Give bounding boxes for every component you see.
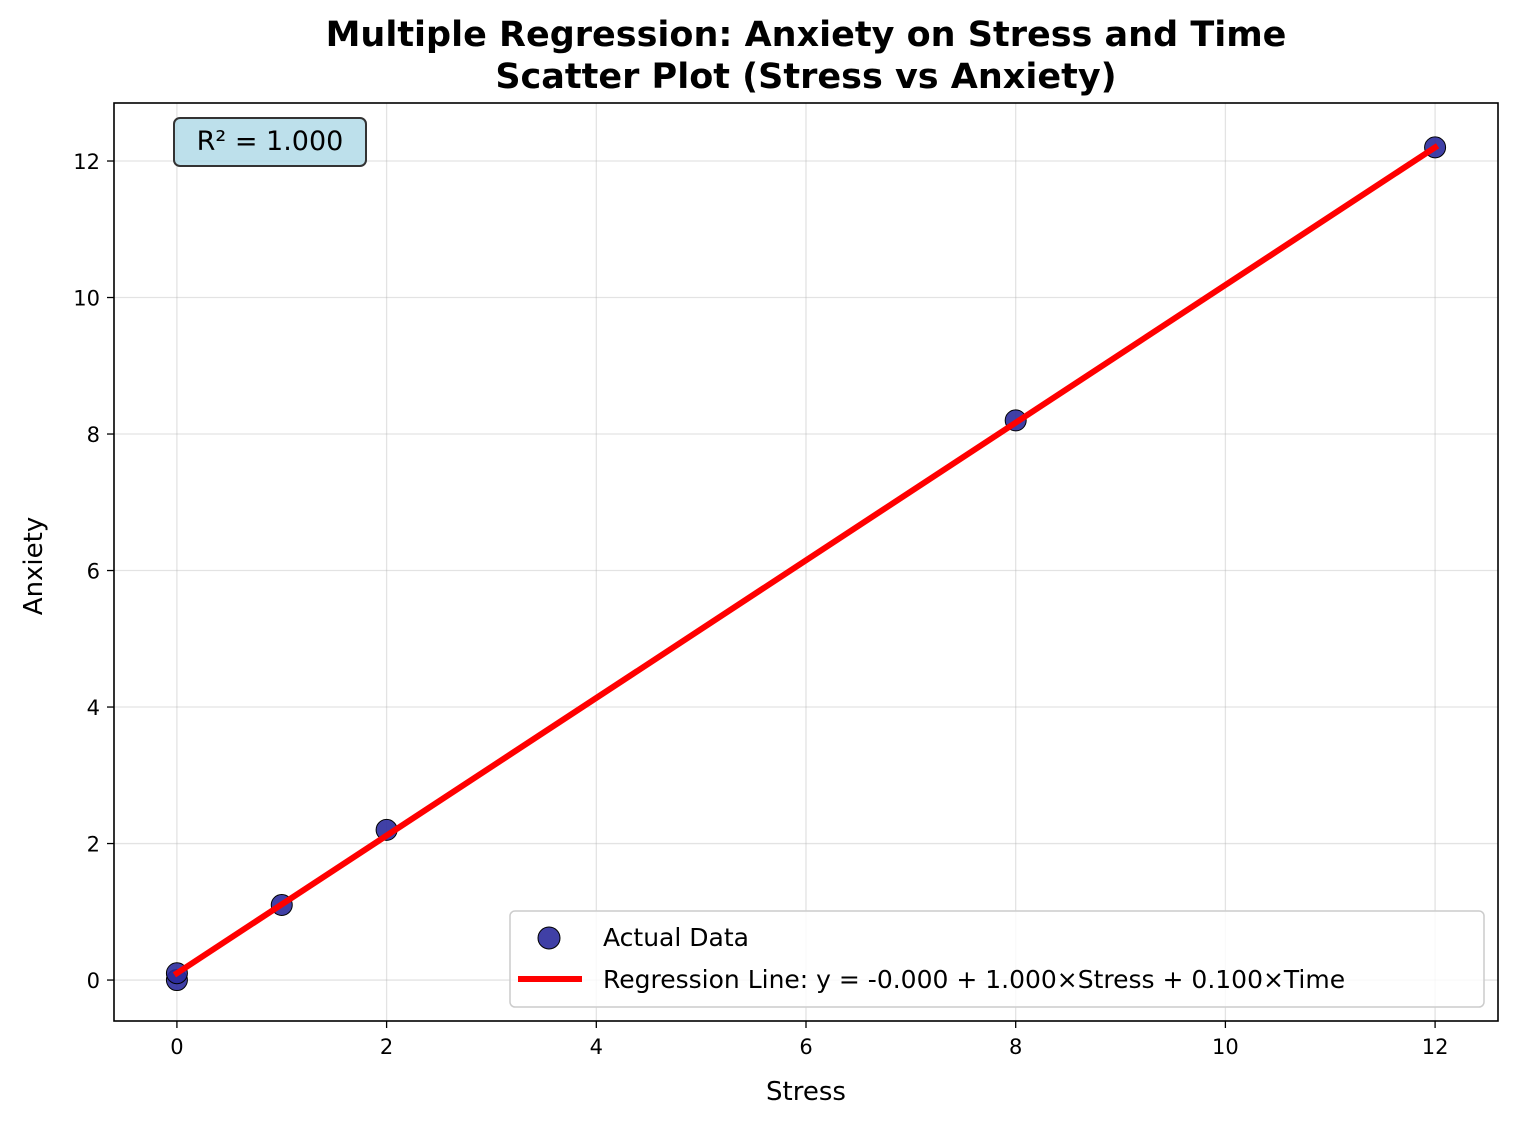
y-tick-label: 6 [87, 560, 100, 584]
plot-series [165, 136, 1447, 992]
y-tick-label: 10 [73, 287, 100, 311]
x-tick-label: 10 [1212, 1035, 1239, 1059]
y-tick-label: 0 [87, 969, 100, 993]
y-tick-label: 8 [87, 423, 100, 447]
x-tick-label: 4 [590, 1035, 603, 1059]
grid-lines [114, 103, 1498, 1021]
x-tick-label: 2 [380, 1035, 393, 1059]
y-tick-label: 4 [87, 696, 100, 720]
y-tick-label: 2 [87, 833, 100, 857]
r-squared-text: R² = 1.000 [197, 126, 344, 157]
x-tick-label: 0 [170, 1035, 183, 1059]
regression-line [172, 143, 1440, 978]
legend-label-regression-line: Regression Line: y = -0.000 + 1.000×Stre… [603, 965, 1345, 994]
r-squared-box [173, 117, 367, 167]
x-axis-label: Stress [766, 1077, 846, 1107]
x-tick-label: 6 [799, 1035, 812, 1059]
r-squared-annotation: R² = 1.000 [173, 117, 367, 167]
y-tick-label: 12 [73, 150, 100, 174]
x-tick-label: 8 [1009, 1035, 1022, 1059]
chart-subtitle: Scatter Plot (Stress vs Anxiety) [495, 57, 1116, 97]
legend-label-actual-data: Actual Data [603, 923, 749, 952]
legend: Actual Data Regression Line: y = -0.000 … [509, 910, 1485, 1008]
x-tick-label: 12 [1422, 1035, 1449, 1059]
chart-title: Multiple Regression: Anxiety on Stress a… [326, 15, 1287, 55]
axis-ticks: 0 2 4 6 8 10 12 0 2 4 6 8 10 12 [73, 150, 1448, 1059]
legend-box [509, 910, 1485, 1008]
y-axis-label: Anxiety [19, 517, 49, 615]
legend-marker-actual-data [537, 926, 561, 950]
